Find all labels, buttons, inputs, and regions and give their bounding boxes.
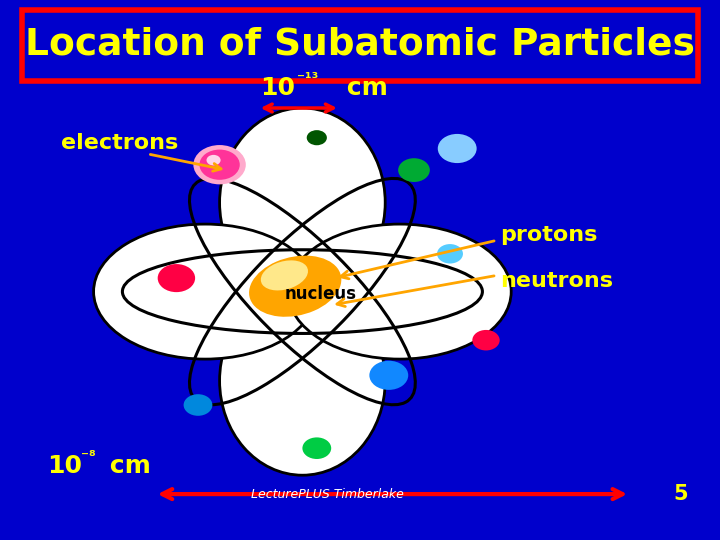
Circle shape bbox=[158, 264, 195, 292]
Circle shape bbox=[437, 244, 463, 264]
Text: nucleus: nucleus bbox=[284, 285, 356, 303]
Text: ⁻⁸: ⁻⁸ bbox=[81, 449, 96, 464]
Ellipse shape bbox=[249, 255, 341, 317]
Text: 10: 10 bbox=[260, 76, 295, 100]
Text: protons: protons bbox=[500, 225, 598, 245]
Text: 5: 5 bbox=[673, 484, 688, 504]
Circle shape bbox=[398, 158, 430, 182]
Text: ⁻¹³: ⁻¹³ bbox=[297, 71, 318, 86]
Text: LecturePLUS Timberlake: LecturePLUS Timberlake bbox=[251, 488, 404, 501]
Circle shape bbox=[184, 394, 212, 416]
FancyBboxPatch shape bbox=[22, 10, 698, 81]
Circle shape bbox=[302, 437, 331, 459]
Ellipse shape bbox=[94, 224, 317, 359]
Circle shape bbox=[369, 361, 408, 390]
Circle shape bbox=[307, 130, 327, 145]
Circle shape bbox=[438, 134, 477, 163]
Circle shape bbox=[472, 330, 500, 350]
Text: cm: cm bbox=[101, 454, 150, 478]
Ellipse shape bbox=[220, 286, 385, 475]
Ellipse shape bbox=[220, 108, 385, 297]
Circle shape bbox=[194, 145, 246, 184]
Circle shape bbox=[199, 150, 240, 180]
Ellipse shape bbox=[288, 224, 511, 359]
Text: 10: 10 bbox=[47, 454, 82, 478]
Text: electrons: electrons bbox=[61, 133, 179, 153]
Text: cm: cm bbox=[338, 76, 388, 100]
Circle shape bbox=[207, 155, 220, 165]
Ellipse shape bbox=[261, 260, 308, 291]
Text: Location of Subatomic Particles: Location of Subatomic Particles bbox=[25, 27, 695, 63]
Text: neutrons: neutrons bbox=[500, 271, 613, 291]
